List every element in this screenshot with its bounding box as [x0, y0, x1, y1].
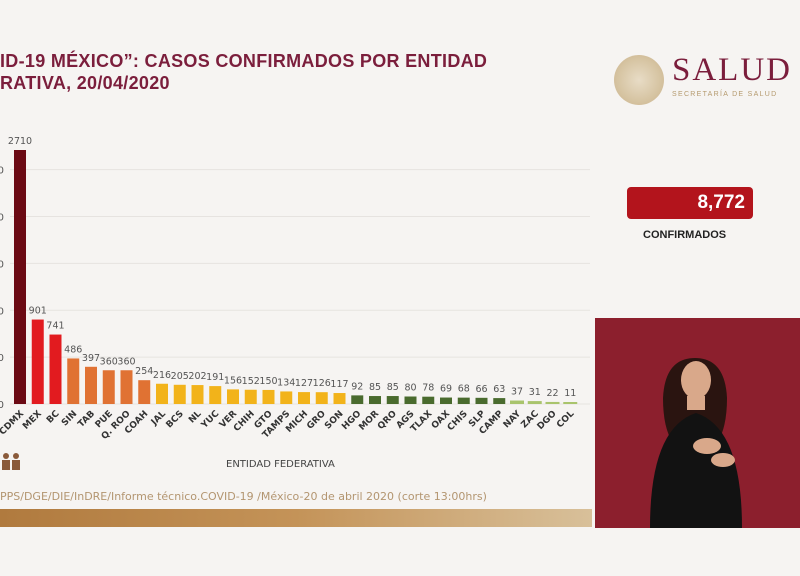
bar-pue — [102, 370, 115, 404]
data-label: 202 — [188, 371, 206, 382]
data-label: 360 — [117, 356, 135, 367]
bar-dgo — [545, 401, 560, 404]
category-label: MOR — [357, 409, 381, 433]
bar-nl — [191, 385, 204, 404]
bar-son — [333, 393, 346, 404]
data-label: 68 — [458, 384, 470, 395]
category-label: QRO — [376, 409, 399, 432]
bar-qro — [386, 396, 399, 404]
data-label: 85 — [369, 382, 381, 393]
brand-subtitle: SECRETARÍA DE SALUD — [672, 91, 778, 98]
bar-jal — [156, 383, 168, 404]
data-label: 85 — [387, 382, 399, 393]
bar-mich — [298, 392, 310, 404]
y-tick-label: 1000 — [0, 306, 4, 317]
total-confirmed-badge: 8,772 — [627, 187, 753, 219]
data-label: 63 — [493, 384, 505, 395]
brand-name: SALUD — [672, 52, 793, 88]
y-tick-label: 2000 — [0, 213, 4, 224]
data-label: 150 — [259, 376, 277, 387]
data-label: 205 — [171, 371, 189, 382]
category-label: BC — [45, 409, 62, 426]
interpreter-figure — [650, 358, 742, 528]
title-line-1: ID-19 MÉXICO”: CASOS CONFIRMADOS POR ENT… — [0, 51, 488, 71]
total-confirmed-label: CONFIRMADOS — [643, 229, 727, 241]
data-label: 254 — [135, 366, 153, 377]
category-label: COL — [555, 409, 576, 430]
source-note: PPS/DGE/DIE/InDRE/Informe técnico.COVID-… — [0, 490, 487, 503]
data-label: 2710 — [8, 136, 32, 147]
bar-oax — [440, 397, 452, 404]
category-label: GRO — [305, 409, 328, 432]
category-label: CHIS — [446, 409, 470, 433]
data-label: 66 — [475, 384, 487, 395]
data-label: 156 — [224, 375, 242, 386]
category-label: NAY — [502, 409, 524, 431]
bar-sin — [67, 358, 80, 404]
bar-gro — [315, 392, 328, 404]
category-label: MEX — [21, 409, 44, 432]
y-tick-label: 1500 — [0, 259, 4, 270]
people-icon — [2, 453, 20, 470]
coat-of-arms-logo — [614, 55, 664, 105]
y-tick-label: 500 — [0, 353, 4, 364]
y-tick-label: 2500 — [0, 166, 4, 177]
category-label: YUC — [199, 409, 222, 432]
category-label: BCS — [165, 409, 186, 430]
data-label: 360 — [100, 356, 118, 367]
bar-yuc — [209, 386, 222, 404]
bar-ags — [404, 396, 417, 404]
category-label: CHIH — [232, 409, 257, 434]
bar-bcs — [173, 384, 186, 404]
data-label: 152 — [242, 376, 260, 387]
category-label: TAB — [76, 409, 97, 430]
bar-chis — [457, 397, 470, 404]
data-label: 486 — [64, 344, 82, 355]
chart-title: ID-19 MÉXICO”: CASOS CONFIRMADOS POR ENT… — [0, 50, 487, 94]
data-label: 117 — [330, 379, 348, 390]
bar-qroo — [120, 370, 133, 404]
bar-camp — [493, 398, 506, 404]
data-label: 216 — [153, 370, 171, 381]
category-label: DGO — [536, 409, 559, 432]
data-label: 397 — [82, 353, 100, 364]
data-label: 78 — [422, 383, 434, 394]
bar-col — [563, 402, 578, 404]
data-label: 80 — [404, 383, 416, 394]
x-axis-label: ENTIDAD FEDERATIVA — [226, 459, 335, 470]
data-label: 134 — [277, 377, 295, 388]
data-label: 31 — [529, 387, 541, 398]
bar-gto — [262, 389, 275, 404]
bar-mex — [31, 319, 44, 404]
data-label: 126 — [313, 378, 331, 389]
bar-tlax — [422, 396, 435, 404]
bar-tab — [85, 366, 97, 404]
bar-zac — [527, 401, 542, 404]
data-label: 11 — [564, 388, 576, 399]
bar-slp — [475, 397, 488, 404]
data-label: 127 — [295, 378, 313, 389]
data-label: 69 — [440, 384, 452, 395]
data-label: 22 — [546, 388, 558, 399]
title-line-2: RATIVA, 20/04/2020 — [0, 73, 170, 93]
bar-tamps — [280, 391, 293, 404]
data-label: 741 — [46, 321, 64, 332]
bar-mor — [369, 396, 381, 404]
sign-language-interpreter-video — [595, 318, 800, 528]
footer-bar — [0, 509, 592, 527]
bar-coah — [138, 380, 151, 404]
bar-cdmx — [14, 150, 26, 404]
bar-nay — [510, 400, 524, 404]
data-label: 901 — [29, 306, 47, 317]
bar-ver — [227, 389, 239, 404]
y-tick-label: 0 — [0, 400, 4, 411]
bar-bc — [49, 334, 62, 404]
data-label: 191 — [206, 372, 224, 383]
bar-chart: 050010001500200025002710CDMX901MEX741BC4… — [0, 136, 590, 442]
data-label: 92 — [351, 381, 363, 392]
category-label: SIN — [60, 409, 79, 428]
bar-hgo — [351, 395, 364, 404]
bar-chih — [244, 389, 257, 404]
data-label: 37 — [511, 387, 523, 398]
